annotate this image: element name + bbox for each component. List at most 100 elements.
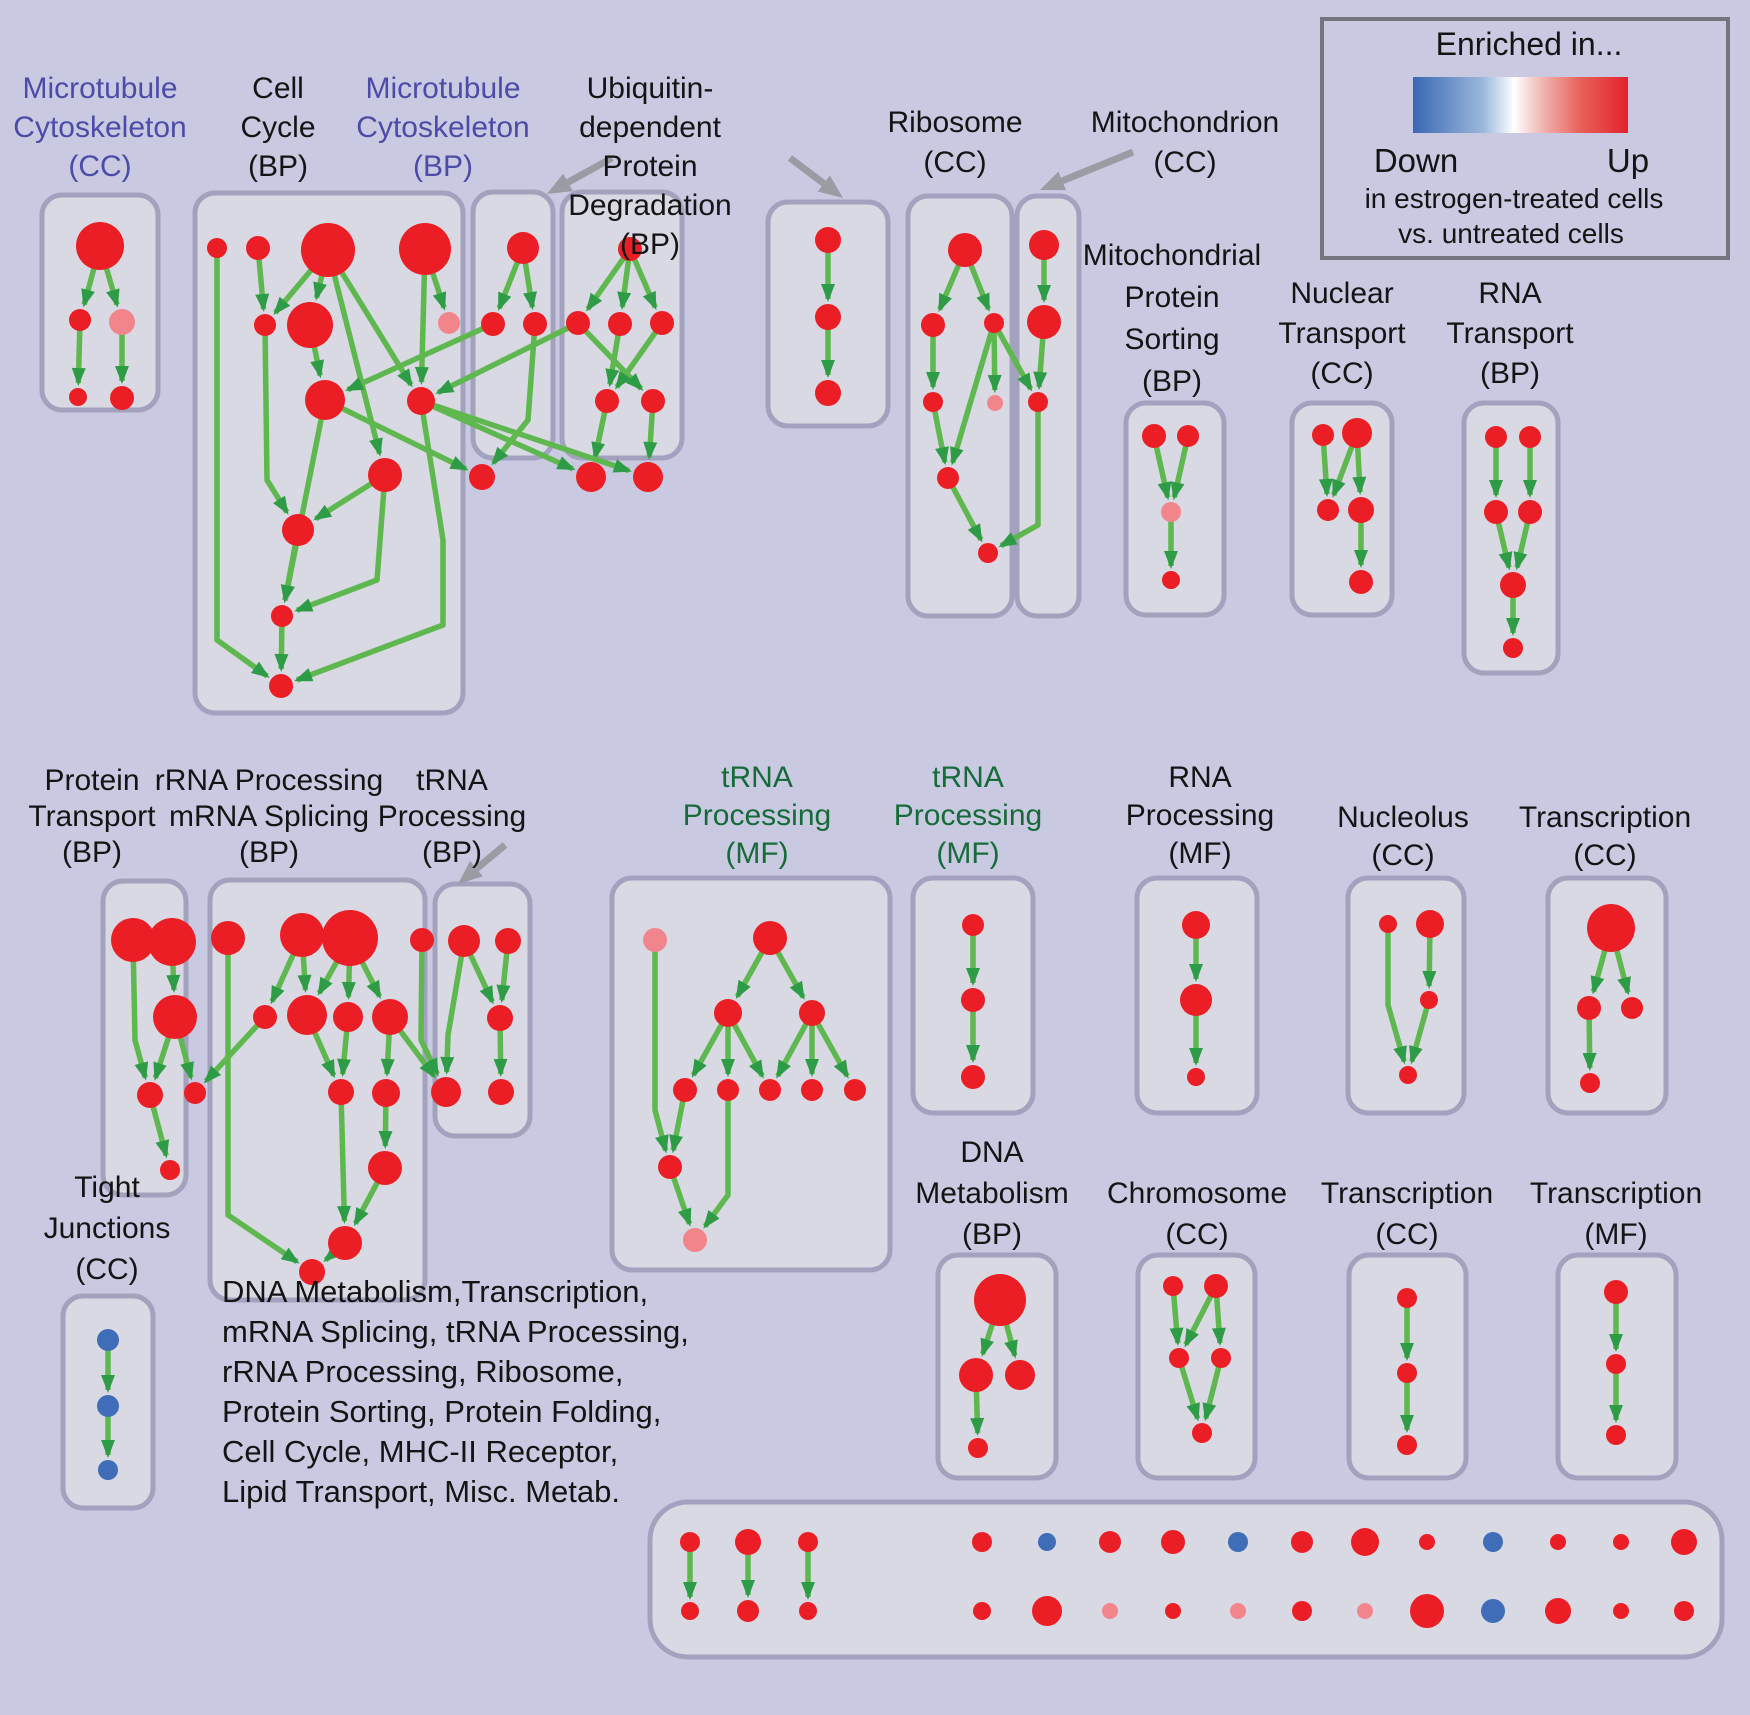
node-dm1: [974, 1274, 1026, 1326]
label-microtubule-cytoskeleton-cc-line-1: Microtubule: [22, 72, 177, 105]
node-tm7: [759, 1079, 781, 1101]
label-mitochondrial-protein-sorting-bp-line-3: Sorting: [1124, 323, 1219, 356]
pointer-trna-bp-line: [474, 842, 508, 872]
node-xc3: [1397, 1435, 1417, 1455]
label-protein-transport-bp-line-3: (BP): [62, 836, 122, 869]
node-rr9: [328, 1079, 354, 1105]
node-cc9: [407, 387, 435, 415]
node-s02b: [737, 1600, 759, 1622]
label-ribosome-cc-line-2: (CC): [923, 146, 986, 179]
edge-mb3-mb4: [491, 323, 538, 466]
label-rna-processing-mf-line-2: Processing: [1126, 799, 1274, 832]
edge-rr5-pt5: [203, 1015, 268, 1084]
node-s13b: [1545, 1598, 1571, 1624]
node-rp1: [1182, 911, 1210, 939]
node-tc4: [1580, 1073, 1600, 1093]
pointer-trna-bp-head: [458, 860, 483, 884]
note-line-5: Cell Cycle, MHC-II Receptor,: [222, 1434, 618, 1469]
label-rna-processing-mf-line-3: (MF): [1168, 837, 1231, 870]
node-cc3: [301, 223, 355, 277]
node-ms4: [1162, 571, 1180, 589]
node-pt3: [153, 995, 197, 1039]
node-nt5: [1349, 570, 1373, 594]
label-tight-junctions-cc-line-1: Tight: [74, 1171, 140, 1204]
node-ts3: [961, 1065, 985, 1089]
node-s07a: [1161, 1530, 1185, 1554]
pointer-ubiquitin-right-head: [817, 175, 843, 198]
node-rb7: [978, 543, 998, 563]
note-line-1: DNA Metabolism,Transcription,: [222, 1274, 648, 1309]
cluster-chromosome-cc-box: [1135, 1252, 1258, 1481]
edge-mo3-rb7: [998, 402, 1041, 549]
node-tc3: [1621, 997, 1643, 1019]
edge-ch3-ch5: [1176, 1357, 1201, 1422]
node-s14b: [1613, 1603, 1629, 1619]
label-rrna-processing-mrna-splicing-bp-line-3: (BP): [239, 836, 299, 869]
node-tb4: [431, 1077, 461, 1107]
label-ubiquitin-degradation-bp-line-2: dependent: [579, 111, 721, 144]
pointer-mitochondrion-head: [1040, 171, 1066, 191]
node-ub4: [650, 311, 674, 335]
label-nuclear-transport-cc-line-1: Nuclear: [1290, 277, 1393, 310]
edge-tm1-tm10: [652, 940, 669, 1154]
node-s05a: [1038, 1533, 1056, 1551]
label-rrna-processing-mrna-splicing-bp-line-1: rRNA Processing: [155, 764, 383, 797]
node-ms3: [1161, 502, 1181, 522]
label-microtubule-cytoskeleton-bp-line-3: (BP): [413, 150, 473, 183]
node-rt3: [1484, 500, 1508, 524]
node-s09a: [1291, 1531, 1313, 1553]
node-ub5: [595, 389, 619, 413]
node-s09b: [1292, 1601, 1312, 1621]
note-line-3: rRNA Processing, Ribosome,: [222, 1354, 623, 1389]
node-cc12: [271, 605, 293, 627]
label-nucleolus-cc-line-2: (CC): [1371, 839, 1434, 872]
node-tj2: [97, 1395, 119, 1417]
node-rt2: [1519, 426, 1541, 448]
cluster-transcription-cc-mid-box: [1545, 875, 1669, 1116]
label-trna-processing-mf-2-line-1: tRNA: [932, 761, 1004, 794]
pointer-ubiquitin-left-line: [566, 154, 614, 186]
note-line-6: Lipid Transport, Misc. Metab.: [222, 1474, 620, 1509]
node-s04b: [973, 1602, 991, 1620]
node-ms2: [1177, 425, 1199, 447]
label-mitochondrion-cc-line-1: Mitochondrion: [1091, 106, 1279, 139]
node-cc13: [269, 674, 293, 698]
node-nu1: [1379, 915, 1397, 933]
node-tm10: [658, 1155, 682, 1179]
label-ubiquitin-degradation-bp-line-3: Protein: [602, 150, 697, 183]
edge-cc9-ub8: [420, 398, 632, 474]
node-cc1: [207, 238, 227, 258]
node-rr10: [372, 1079, 400, 1107]
node-dm2: [959, 1358, 993, 1392]
cluster-mixed-summary-box: [647, 1499, 1725, 1660]
node-rr12: [328, 1226, 362, 1260]
node-xm1: [1604, 1280, 1628, 1304]
node-s13a: [1550, 1534, 1566, 1550]
cluster-microtubule-cytoskeleton-cc-box: [39, 192, 161, 413]
node-rt1: [1485, 426, 1507, 448]
label-trna-processing-bp-line-3: (BP): [422, 836, 482, 869]
label-rna-transport-bp-line-2: Transport: [1446, 317, 1574, 350]
node-ub8: [633, 462, 663, 492]
node-nt2: [1342, 418, 1372, 448]
node-rr5: [253, 1005, 277, 1029]
node-s02a: [735, 1529, 761, 1555]
label-ubiquitin-degradation-bp-line-4: Degradation: [568, 189, 731, 222]
node-tm2: [753, 921, 787, 955]
node-rr1: [211, 921, 245, 955]
label-transcription-cc-bottom-line-2: (CC): [1375, 1218, 1438, 1251]
node-ub1: [618, 237, 642, 261]
label-rrna-processing-mrna-splicing-bp-line-2: mRNA Splicing: [169, 800, 369, 833]
node-ch5: [1192, 1423, 1212, 1443]
label-trna-processing-mf-2-line-2: Processing: [894, 799, 1042, 832]
label-chromosome-cc-line-2: (CC): [1165, 1218, 1228, 1251]
label-tight-junctions-cc-line-3: (CC): [75, 1253, 138, 1286]
node-s03b: [799, 1602, 817, 1620]
node-ch2: [1204, 1274, 1228, 1298]
label-dna-metabolism-bp-line-1: DNA: [960, 1136, 1023, 1169]
node-s06b: [1102, 1603, 1118, 1619]
node-ts1: [962, 914, 984, 936]
node-s11a: [1419, 1534, 1435, 1550]
node-ch4: [1211, 1348, 1231, 1368]
